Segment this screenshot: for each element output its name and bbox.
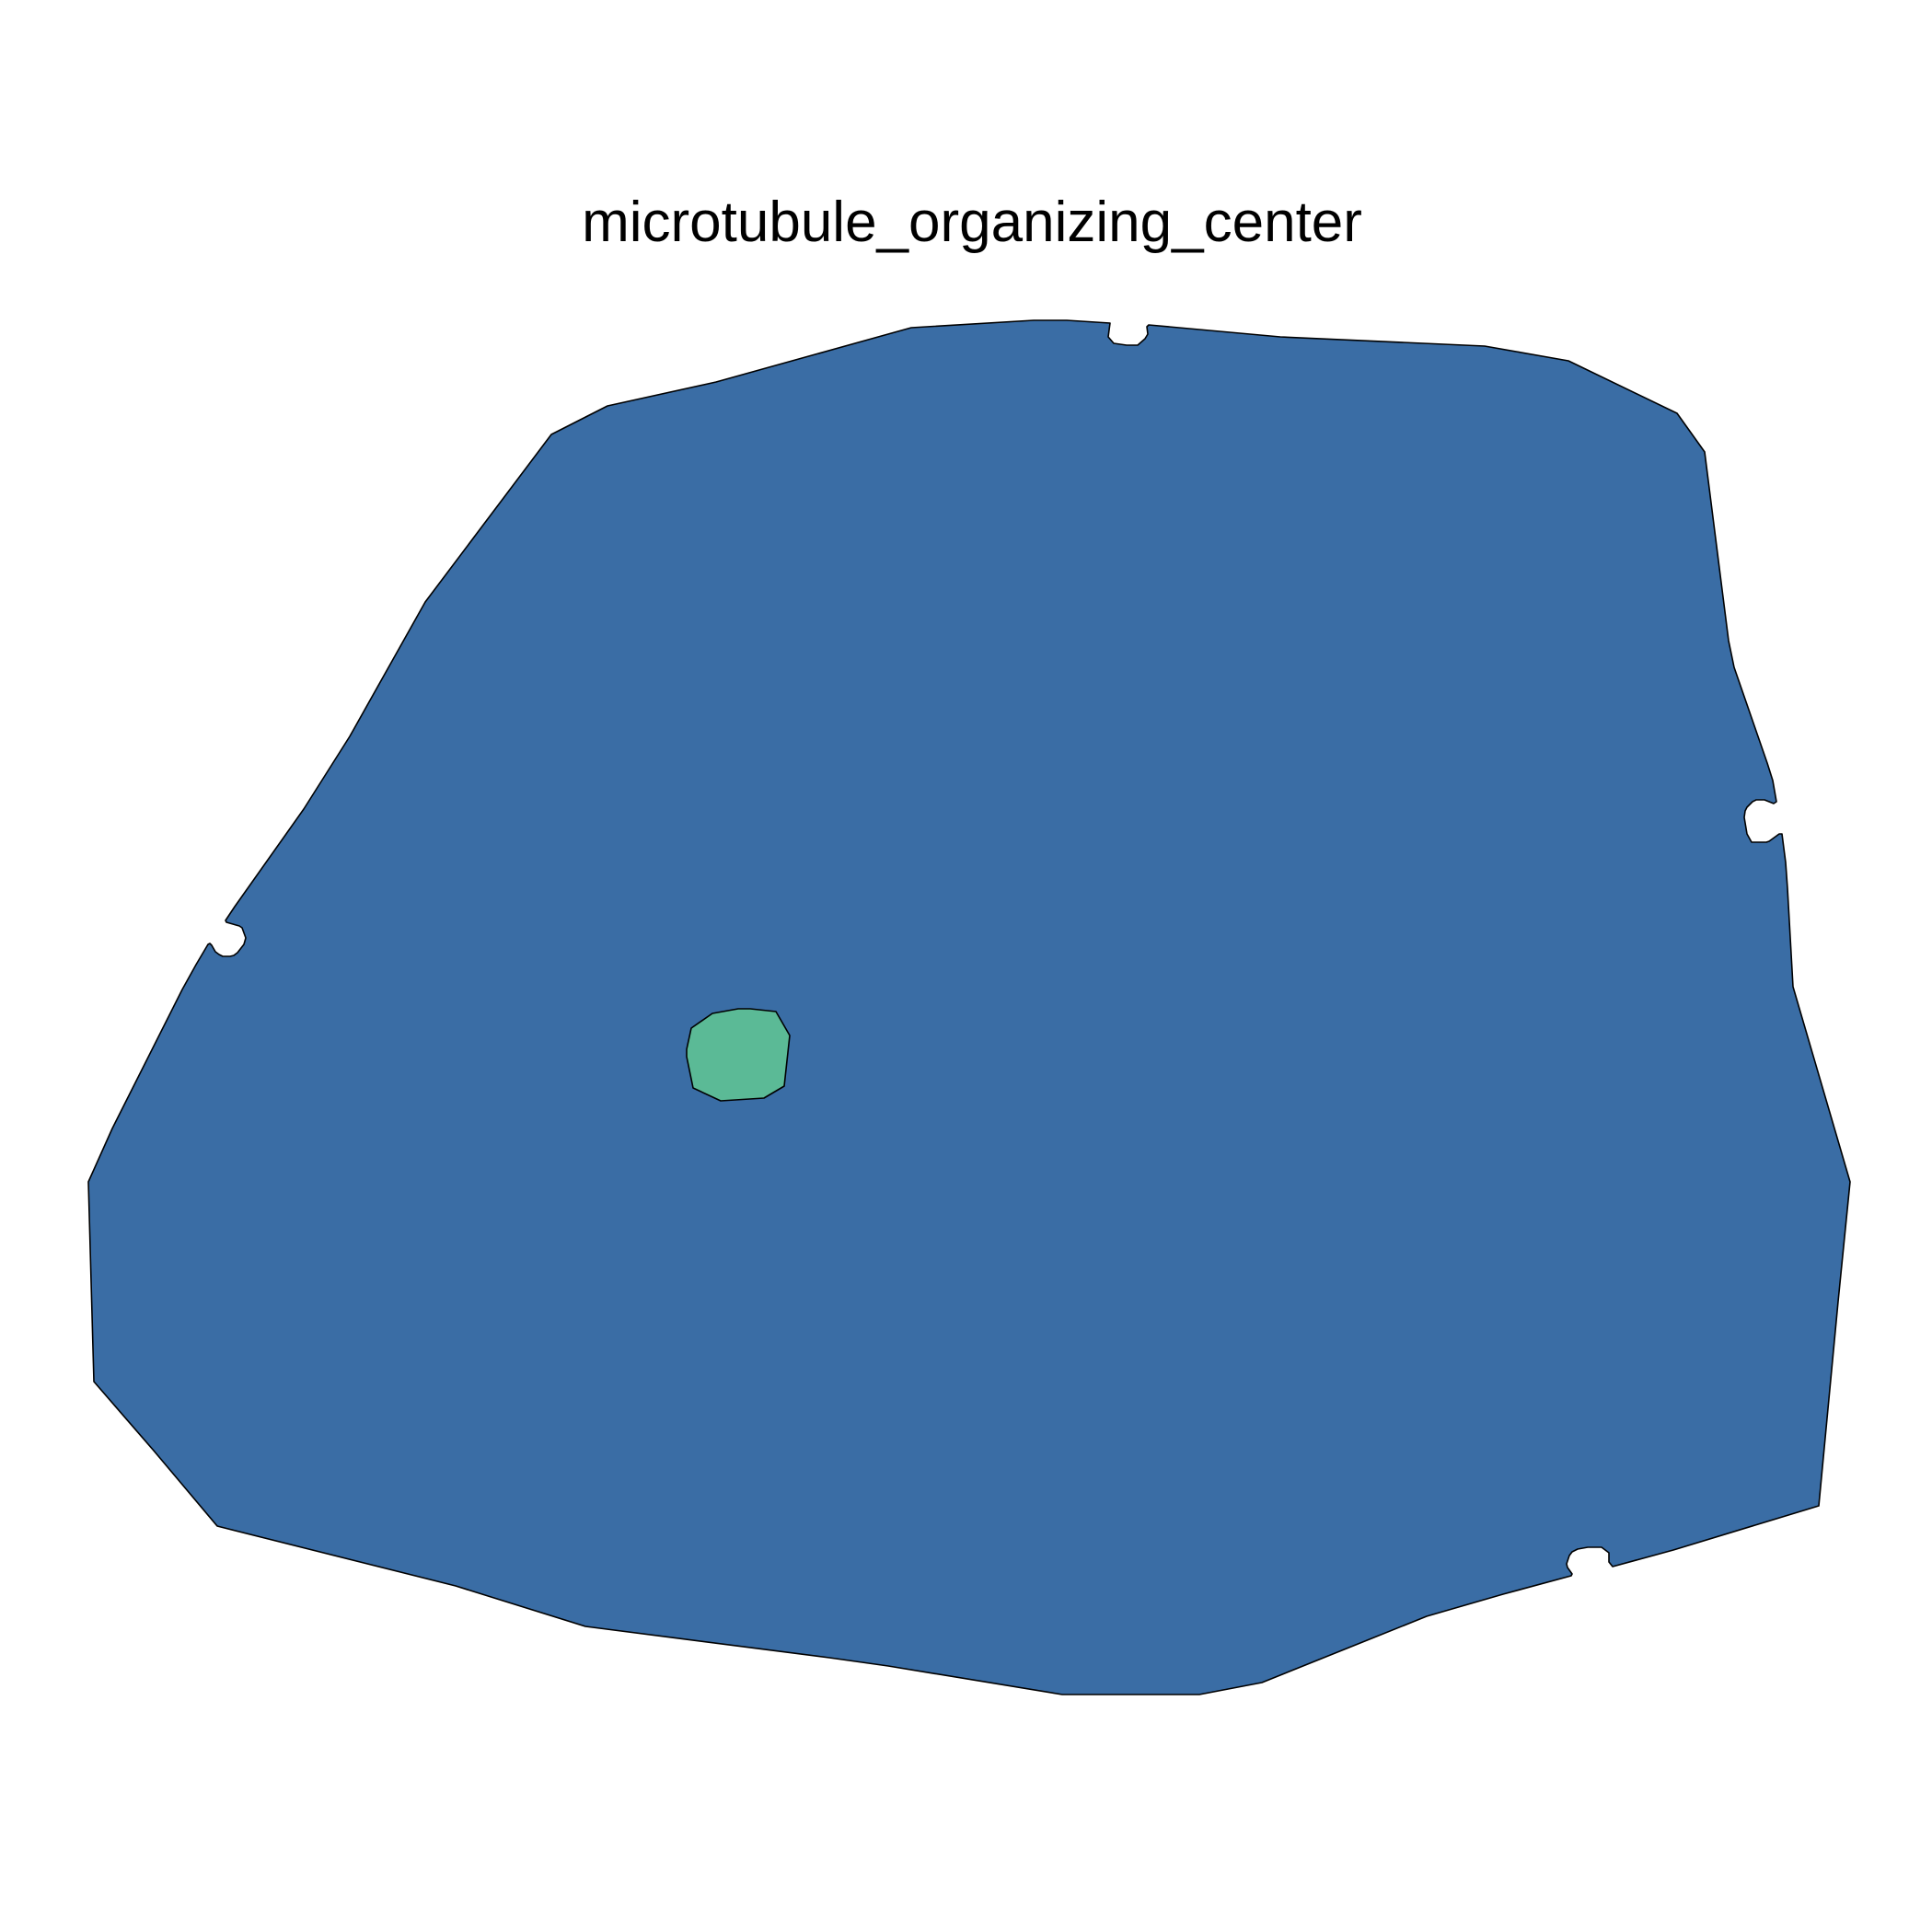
cell-body-shape <box>87 319 1851 1695</box>
mtoc-shape <box>686 1008 791 1102</box>
diagram-title: microtubule_organizing_center <box>582 191 1362 254</box>
